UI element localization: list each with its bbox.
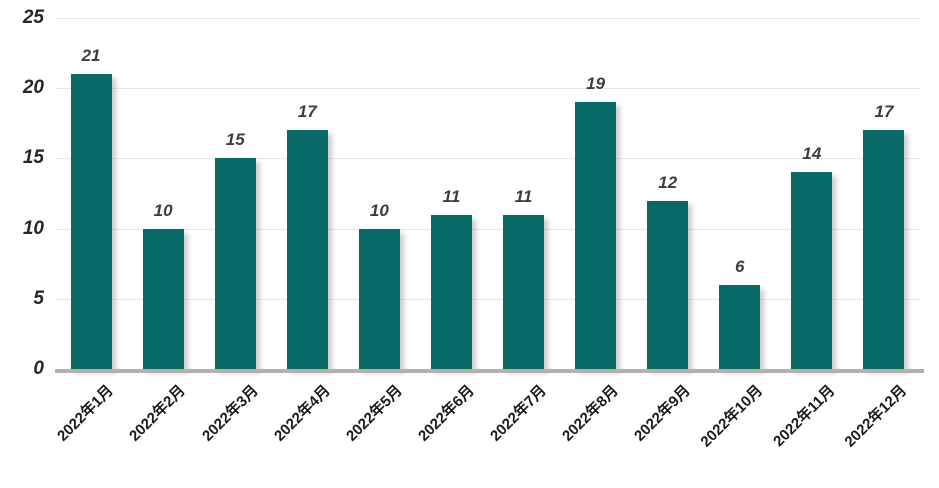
bar-value-label: 10 [153,200,173,220]
bar-2022年7月 [503,214,545,369]
bar-2022年3月 [214,158,256,369]
x-axis-tick-label: 2022年3月 [198,382,262,445]
x-axis-tick-label: 2022年11月 [769,382,838,451]
bar-2022年11月 [791,172,833,369]
bar-value-label: 12 [658,172,678,192]
x-axis-tick-label: 2022年9月 [631,382,694,445]
bar-value-label: 11 [514,186,533,206]
bar-value-label: 15 [225,130,245,150]
x-axis-tick-label: 2022年2月 [126,382,190,445]
bar-2022年1月 [70,74,112,369]
y-axis-tick-label: 25 [22,7,44,28]
bar-value-label: 21 [81,46,101,66]
y-axis-tick-label: 0 [33,358,44,379]
bar-value-label: 14 [802,144,822,164]
x-axis-baseline [55,369,924,373]
x-axis-tick-label: 2022年5月 [342,382,406,445]
x-axis-tick-label: 2022年7月 [486,382,550,445]
x-axis-tick-label: 2022年6月 [414,382,478,445]
y-axis-tick-label: 15 [22,147,44,169]
x-axis-tick-label: 2022年12月 [841,382,910,451]
gridline [55,298,920,300]
bar-value-label: 19 [586,74,606,94]
x-axis-tick-label: 2022年8月 [558,382,622,445]
bar-2022年10月 [719,284,761,369]
gridline [55,18,920,19]
bar-2022年12月 [863,130,905,369]
y-axis-tick-label: 10 [22,217,44,239]
gridline [55,88,920,90]
y-axis-tick-label: 5 [33,287,44,309]
bar-value-label: 17 [874,102,894,122]
gridline [55,228,920,230]
bar-2022年5月 [358,228,400,369]
bar-value-label: 11 [442,186,461,206]
bar-2022年9月 [647,200,689,369]
bar-2022年2月 [142,228,184,369]
bar-2022年6月 [430,214,472,369]
x-axis-tick-label: 2022年4月 [270,382,334,445]
bar-value-label: 10 [369,200,389,220]
x-axis-tick-label: 2022年10月 [697,382,766,451]
x-axis-tick-label: 2022年1月 [54,382,118,445]
bar-value-label: 6 [735,256,745,276]
y-axis-tick-label: 20 [22,77,44,99]
bar-2022年4月 [286,130,328,369]
bar-2022年8月 [575,102,617,369]
bar-value-label: 17 [297,102,317,122]
